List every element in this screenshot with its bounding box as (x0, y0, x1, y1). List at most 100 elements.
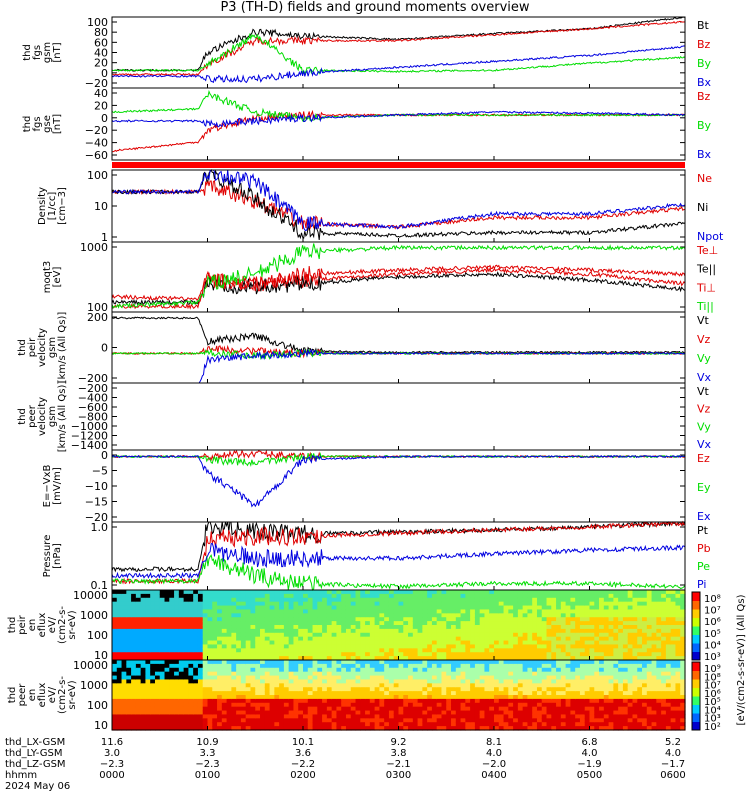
spectrogram-cell (594, 695, 600, 700)
spectrogram-cell (627, 718, 634, 723)
spectrogram-cell (255, 687, 261, 692)
spectrogram-cell (145, 687, 151, 692)
spectrogram-cell (260, 621, 266, 626)
spectrogram-cell (665, 660, 672, 665)
spectrogram-cell (627, 726, 634, 731)
spectrogram-cell (312, 710, 318, 716)
legend-entry: Bz (697, 90, 711, 103)
spectrogram-cell (307, 667, 314, 673)
spectrogram-cell (279, 613, 285, 618)
spectrogram-cell (298, 597, 304, 603)
spectrogram-cell (322, 632, 328, 638)
spectrogram-cell (112, 698, 118, 704)
spectrogram-cell (579, 613, 586, 618)
spectrogram-cell (470, 617, 476, 622)
spectrogram-cell (651, 640, 657, 646)
spectrogram-cell (412, 698, 419, 704)
spectrogram-cell (422, 601, 428, 607)
spectrogram-cell (221, 687, 228, 692)
spectrogram-cell (465, 652, 471, 657)
spectrogram-cell (422, 656, 428, 661)
spectrogram-cell (116, 632, 123, 638)
spectrogram-cell (627, 632, 634, 638)
spectrogram-cell (164, 675, 170, 681)
spectrogram-cell (546, 636, 552, 642)
spectrogram-cell (637, 656, 643, 661)
spectrogram-cell (374, 652, 380, 657)
spectrogram-cell (579, 698, 586, 704)
spectrogram-cell (154, 663, 161, 669)
spectrogram-cell (150, 683, 156, 688)
y-axis-label: [km/s (All Qs)] (57, 381, 68, 453)
spectrogram-cell (642, 683, 648, 688)
spectrogram-cell (441, 640, 447, 646)
spectrogram-cell (651, 648, 657, 653)
spectrogram-cell (260, 726, 266, 731)
spectrogram-cell (331, 702, 338, 708)
y-axis-label: thd (17, 408, 28, 425)
spectrogram-cell (670, 617, 677, 622)
spectrogram-cell (197, 698, 204, 704)
spectrogram-cell (293, 601, 299, 607)
spectrogram-cell (226, 671, 232, 677)
spectrogram-cell (417, 597, 423, 603)
spectrogram-cell (508, 640, 514, 646)
spectrogram-cell (140, 617, 147, 622)
spectrogram-cell (422, 706, 428, 712)
y-tick-label: 1000 (80, 609, 108, 622)
spectrogram-cell (236, 609, 242, 614)
spectrogram-cell (355, 609, 361, 614)
spectrogram-cell (236, 652, 242, 657)
spectrogram-cell (408, 621, 414, 626)
spectrogram-cell (317, 656, 323, 661)
spectrogram-cell (303, 695, 309, 700)
spectrogram-cell (255, 718, 261, 723)
spectrogram-cell (183, 660, 189, 665)
spectrogram-cell (336, 593, 342, 599)
spectrogram-cell (355, 636, 361, 642)
spectrogram-cell (446, 590, 452, 595)
spectrogram-cell (589, 691, 595, 696)
spectrogram-cell (532, 617, 538, 622)
spectrogram-cell (250, 590, 256, 595)
spectrogram-cell (131, 636, 137, 642)
spectrogram-cell (221, 663, 228, 669)
spectrogram-cell (465, 628, 471, 634)
spectrogram-cell (556, 710, 562, 716)
spectrogram-cell (494, 718, 500, 723)
spectrogram-cell (536, 702, 543, 708)
y-tick-label: −400 (78, 392, 108, 405)
spectrogram-cell (484, 683, 490, 688)
spectrogram-cell (250, 691, 256, 696)
spectrogram-cell (164, 718, 170, 723)
spectrogram-cell (680, 675, 686, 681)
spectrogram-cell (536, 683, 543, 688)
spectrogram-cell (221, 718, 228, 723)
spectrogram-cell (145, 706, 151, 712)
spectrogram-cell (503, 590, 509, 595)
spectrogram-cell (388, 621, 395, 626)
spectrogram-cell (264, 698, 271, 704)
colorbar-tick-label: 10⁵ (704, 629, 721, 640)
spectrogram-cell (264, 695, 271, 700)
spectrogram-cell (226, 601, 232, 607)
spectrogram-cell (279, 706, 285, 712)
spectrogram-cell (403, 687, 409, 692)
spectrogram-cell (436, 652, 443, 657)
spectrogram-cell (551, 714, 557, 719)
spectrogram-cell (193, 722, 199, 727)
spectrogram-cell (221, 617, 228, 622)
spectrogram-cell (131, 710, 137, 716)
spectrogram-cell (398, 652, 404, 657)
spectrogram-cell (312, 648, 318, 653)
spectrogram-cell (274, 605, 280, 611)
spectrogram-cell (536, 663, 543, 669)
spectrogram-cell (240, 617, 247, 622)
spectrogram-cell (164, 663, 170, 669)
spectrogram-cell (174, 652, 180, 657)
spectrogram-cell (613, 628, 619, 634)
spectrogram-cell (670, 726, 677, 731)
spectrogram-cell (517, 667, 524, 673)
spectrogram-cell (221, 652, 228, 657)
spectrogram-cell (627, 613, 634, 618)
